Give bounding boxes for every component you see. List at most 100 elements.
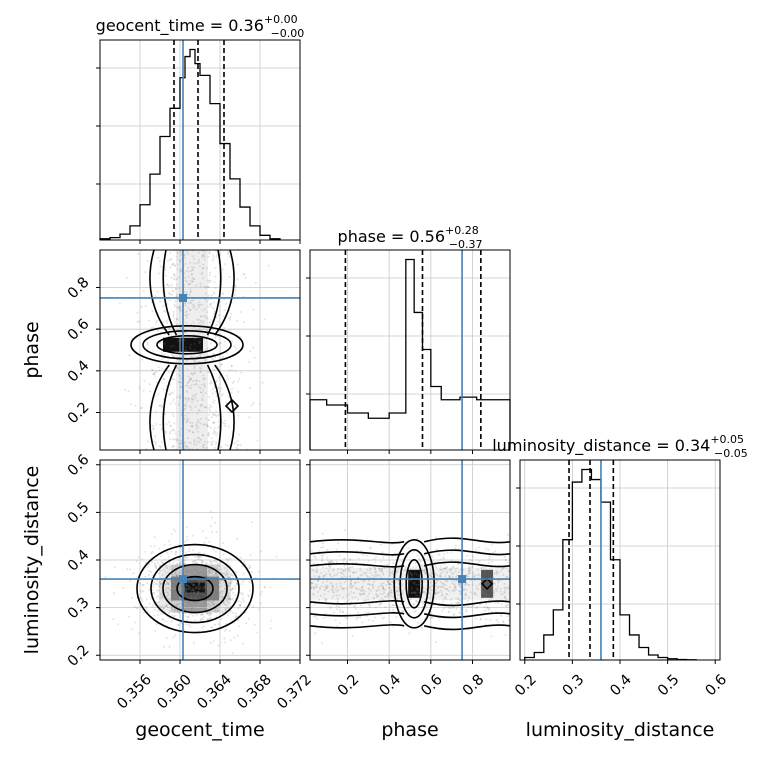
sample-point	[204, 605, 207, 608]
sample-point	[196, 424, 199, 427]
sample-point	[159, 596, 162, 599]
sample-point	[218, 376, 221, 379]
sample-point	[174, 288, 177, 291]
sample-point	[379, 543, 382, 546]
sample-point	[205, 300, 208, 303]
sample-point	[425, 592, 428, 595]
sample-point	[210, 600, 213, 603]
sample-point	[188, 301, 191, 304]
sample-point	[163, 268, 166, 271]
sample-point	[153, 608, 156, 611]
sample-point	[174, 278, 177, 281]
sample-point	[175, 295, 178, 298]
sample-point	[340, 571, 343, 574]
sample-point	[202, 446, 205, 449]
sample-point	[197, 306, 200, 309]
sample-point	[325, 584, 328, 587]
sample-point	[236, 263, 239, 266]
sample-point	[184, 263, 187, 266]
sample-point	[240, 583, 243, 586]
sample-point	[315, 568, 318, 571]
sample-point	[139, 596, 142, 599]
sample-point	[450, 567, 453, 570]
sample-point	[324, 599, 327, 602]
sample-point	[183, 562, 186, 565]
sample-point	[206, 582, 209, 585]
sample-point	[441, 582, 444, 585]
sample-point	[167, 587, 170, 590]
sample-point	[194, 379, 197, 382]
sample-point	[368, 560, 371, 563]
sample-point	[342, 560, 345, 563]
sample-point	[204, 601, 207, 604]
sample-point	[157, 584, 160, 587]
sample-point	[355, 586, 358, 589]
sample-point	[234, 587, 237, 590]
sample-point	[221, 611, 224, 614]
sample-point	[242, 599, 245, 602]
sample-point	[337, 605, 340, 608]
sample-point	[156, 562, 159, 565]
sample-point	[389, 583, 392, 586]
sample-point	[195, 569, 198, 572]
sample-point	[374, 616, 377, 619]
sample-point	[180, 253, 183, 256]
sample-point	[216, 575, 219, 578]
panel-frame	[99, 39, 301, 241]
density-cell	[176, 390, 208, 410]
sample-point	[458, 598, 461, 601]
sample-point	[486, 593, 489, 596]
sample-point	[174, 564, 177, 567]
sample-point	[417, 583, 420, 586]
sample-point	[165, 637, 168, 640]
sample-point	[415, 587, 418, 590]
sample-point	[224, 608, 227, 611]
sample-point	[234, 594, 237, 597]
sample-point	[329, 572, 332, 575]
sample-point	[342, 573, 345, 576]
sample-point	[478, 603, 481, 606]
sample-point	[401, 610, 404, 613]
sample-point	[504, 586, 507, 589]
sample-point	[198, 587, 201, 590]
sample-point	[336, 608, 339, 611]
sample-point	[275, 555, 278, 558]
sample-point	[505, 598, 508, 601]
sample-point	[169, 600, 172, 603]
tick-layer: 0.356 0.360 0.364 0.368 0.372 0.2 0.4 0.6 0.8 0.2…	[65, 67, 730, 712]
sample-point	[342, 587, 345, 590]
sample-point	[223, 340, 226, 343]
sample-point	[330, 575, 333, 578]
sample-point	[201, 580, 204, 583]
sample-point	[418, 557, 421, 560]
sample-point	[165, 620, 168, 623]
sample-point	[188, 570, 191, 573]
sample-point	[159, 593, 162, 596]
sample-point	[188, 294, 191, 297]
sample-point	[252, 605, 255, 608]
sample-point	[198, 341, 201, 344]
sample-point	[459, 590, 462, 593]
sample-point	[205, 575, 208, 578]
sample-point	[378, 602, 381, 605]
sample-point	[175, 574, 178, 577]
sample-point	[504, 588, 507, 591]
sample-point	[489, 555, 492, 558]
sample-point	[213, 604, 216, 607]
sample-point	[367, 619, 370, 622]
sample-point	[190, 568, 193, 571]
sample-point	[389, 583, 392, 586]
sample-point	[211, 259, 214, 262]
sample-point	[203, 604, 206, 607]
sample-point	[392, 604, 395, 607]
sample-point	[203, 360, 206, 363]
sample-point	[158, 369, 161, 372]
sample-point	[323, 593, 326, 596]
sample-point	[352, 571, 355, 574]
sample-point	[322, 574, 325, 577]
sample-point	[357, 615, 360, 618]
sample-point	[183, 594, 186, 597]
sample-point	[200, 559, 203, 562]
sample-point	[338, 554, 341, 557]
sample-point	[428, 596, 431, 599]
